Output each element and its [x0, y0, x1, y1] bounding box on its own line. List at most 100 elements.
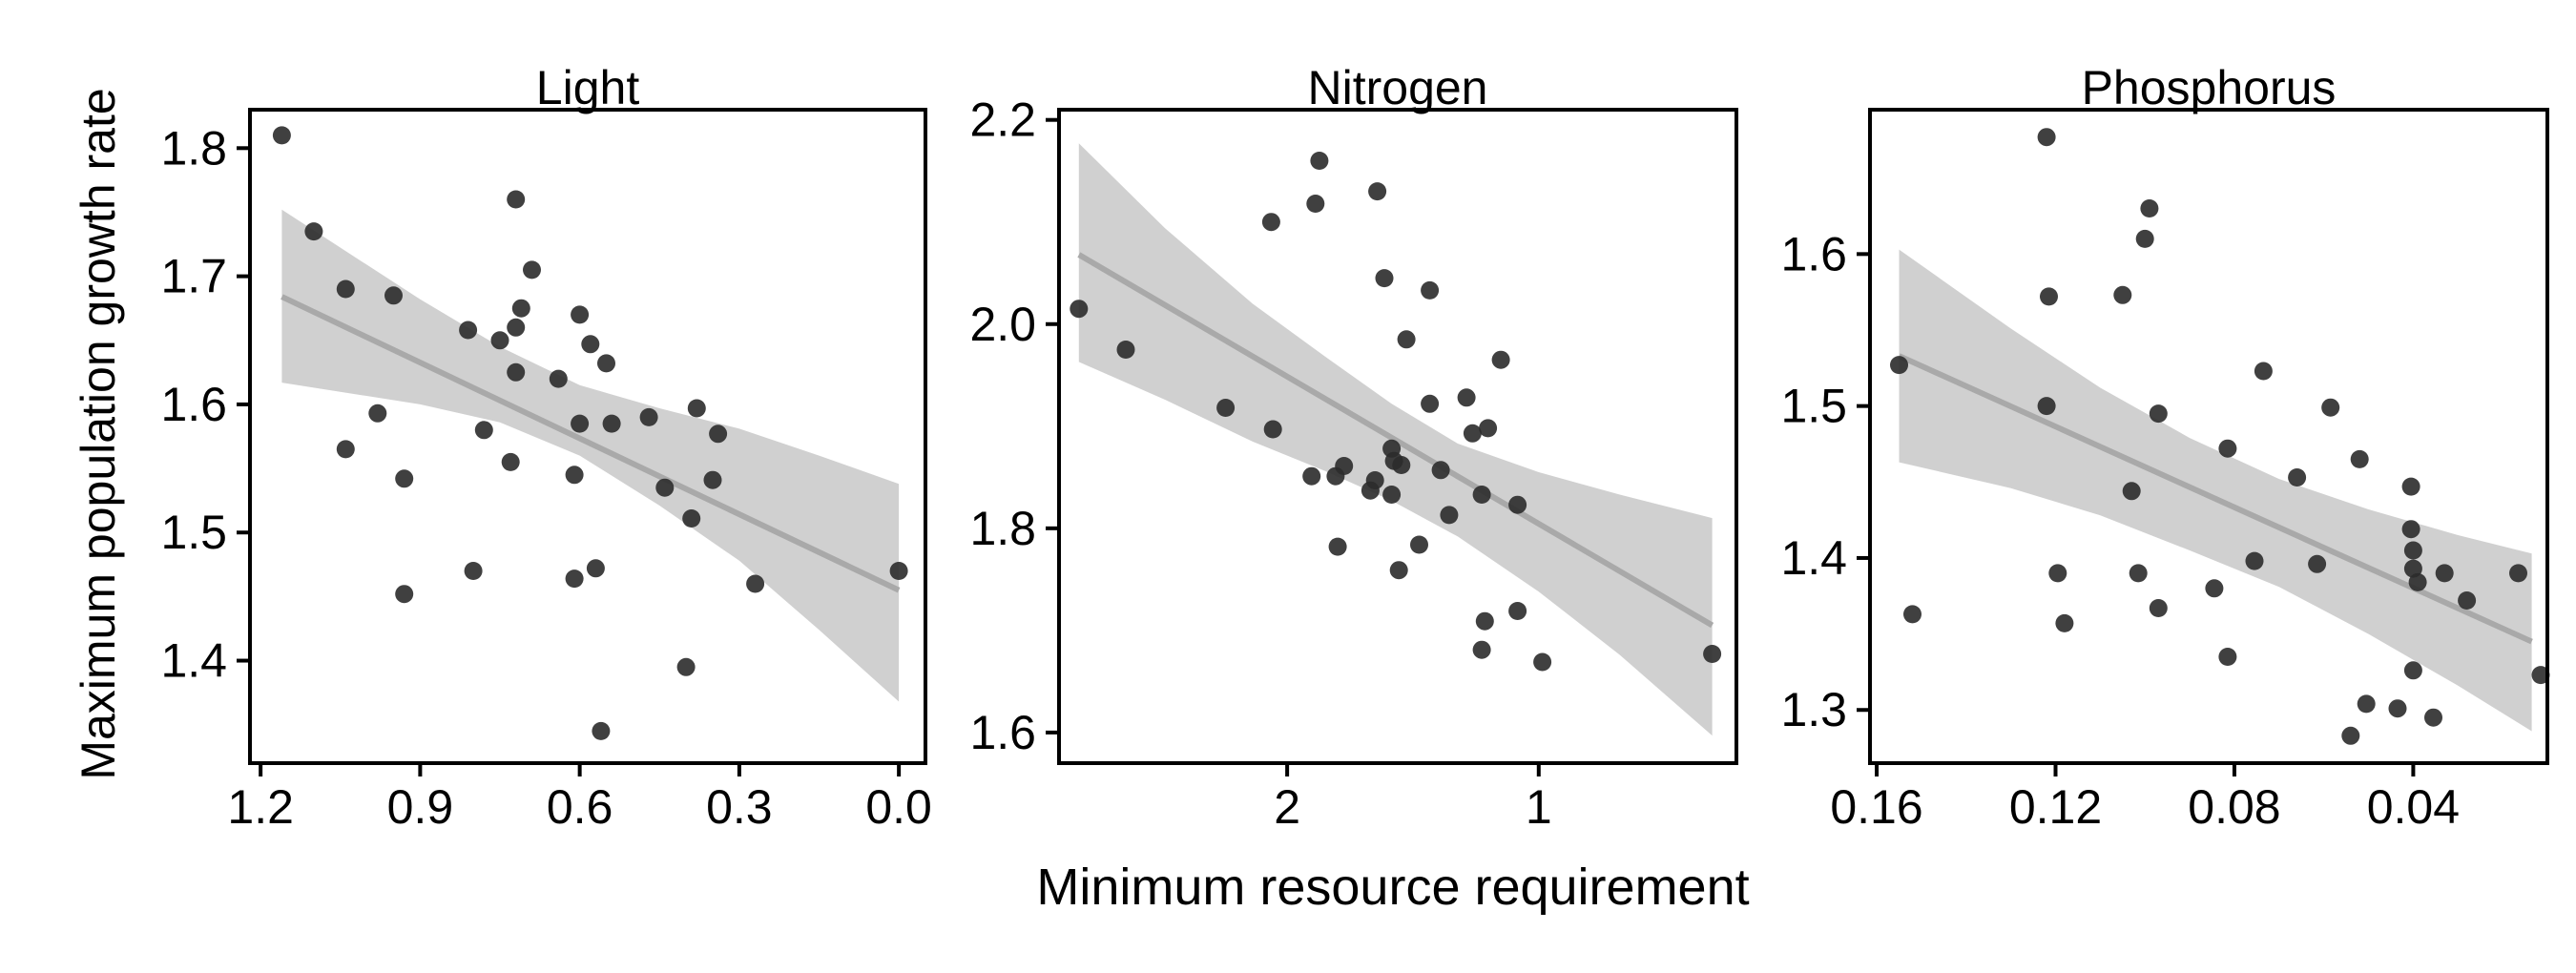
data-point: [1302, 466, 1321, 486]
data-point: [639, 407, 658, 426]
data-point: [474, 421, 493, 440]
x-tick-label: 0.04: [2367, 780, 2460, 834]
y-tick-label: 1.6: [160, 378, 227, 431]
data-point: [2149, 599, 2168, 617]
data-point: [1508, 495, 1527, 514]
data-point: [2149, 404, 2168, 424]
data-point: [2288, 468, 2307, 486]
data-point: [2403, 541, 2422, 560]
data-point: [2308, 554, 2327, 573]
data-point: [395, 469, 414, 488]
data-point: [1375, 269, 1394, 288]
regression-line: [1077, 252, 1714, 629]
y-tick-label: 2.2: [969, 93, 1036, 147]
data-point: [1491, 350, 1510, 369]
data-point: [592, 721, 611, 740]
y-tick-label: 1.5: [160, 506, 227, 559]
data-point: [565, 569, 584, 589]
data-point: [1479, 419, 1498, 438]
x-tick-label: 1: [1526, 780, 1552, 834]
data-point: [2401, 477, 2420, 496]
panel-title: Nitrogen: [1308, 61, 1488, 114]
x-tick-label: 0.9: [387, 780, 454, 834]
data-point: [2218, 439, 2237, 458]
data-point: [1382, 486, 1402, 504]
data-point: [2458, 591, 2477, 610]
panel-nitrogen: Nitrogen 1.6 1.8 2.0 2.2 2 1: [969, 61, 1738, 834]
x-tick-label: 1.2: [227, 780, 294, 834]
regression-line: [280, 294, 901, 593]
data-point: [586, 559, 605, 578]
data-point: [2037, 397, 2056, 416]
x-tick-label: 0.08: [2188, 780, 2280, 834]
data-point: [2341, 726, 2360, 745]
data-point: [384, 286, 403, 305]
data-point: [2357, 694, 2376, 714]
data-point: [2403, 559, 2422, 578]
data-point: [464, 562, 483, 580]
data-point: [549, 369, 568, 388]
data-point: [687, 399, 706, 418]
data-point: [2509, 564, 2527, 583]
data-point: [511, 299, 530, 318]
data-point: [395, 585, 414, 604]
y-tick-label: 1.7: [160, 250, 227, 303]
data-point: [676, 657, 696, 676]
y-tick-label: 1.4: [1780, 531, 1847, 585]
data-point: [507, 318, 526, 337]
axes-frame: [1868, 108, 2549, 765]
panel-phosphorus: Phosphorus 1.3 1.4 1.5 1.6 0.16 0.12 0.08 0.04: [1780, 61, 2550, 834]
y-tick-label: 1.4: [160, 634, 227, 688]
y-tick-label: 1.8: [160, 121, 227, 175]
data-point: [746, 574, 765, 593]
data-point: [1457, 388, 1476, 407]
panel-title: Phosphorus: [2082, 61, 2337, 114]
data-point: [1392, 456, 1411, 474]
data-point: [2218, 648, 2237, 666]
data-point: [2048, 564, 2067, 583]
data-point: [1421, 280, 1440, 300]
data-point: [2040, 287, 2058, 306]
data-point: [2254, 362, 2273, 381]
x-tick-label: 0.0: [865, 780, 932, 834]
data-point: [1368, 182, 1387, 201]
data-point: [1440, 506, 1459, 525]
data-point: [1472, 640, 1491, 659]
data-point: [1389, 561, 1408, 580]
data-point: [1508, 602, 1527, 620]
data-point: [2350, 449, 2369, 468]
data-point: [1703, 645, 1722, 663]
data-point: [1328, 537, 1347, 556]
data-point: [1890, 356, 1908, 375]
y-tick-label: 1.8: [969, 502, 1036, 555]
y-tick-label: 1.6: [1780, 227, 1847, 280]
data-point: [709, 424, 728, 444]
data-point: [2424, 708, 2442, 727]
data-point: [501, 452, 520, 471]
data-point: [1216, 399, 1236, 417]
data-point: [523, 260, 541, 279]
data-point: [2435, 564, 2454, 583]
data-point: [571, 414, 590, 433]
data-point: [336, 279, 355, 299]
y-tick-label: 1.6: [969, 706, 1036, 759]
data-point: [304, 222, 323, 241]
regression-line: [1898, 353, 2533, 645]
data-point: [602, 414, 621, 433]
data-point: [368, 404, 387, 423]
data-point: [581, 335, 600, 354]
data-point: [2129, 564, 2148, 583]
data-point: [2113, 285, 2132, 304]
data-point: [565, 466, 584, 485]
x-tick-label: 0.3: [706, 780, 773, 834]
data-point: [1070, 300, 1089, 319]
axes-frame: [248, 108, 927, 765]
panel-title: Light: [536, 61, 640, 114]
data-point: [507, 190, 526, 209]
data-point: [336, 440, 355, 459]
data-point: [1263, 420, 1282, 439]
panel-light: Light 1.4 1.5 1.6 1.7 1.8 1.2 0.9 0.6 0.3 0.0: [160, 61, 931, 834]
data-point: [2401, 520, 2420, 539]
data-point: [2321, 398, 2340, 417]
